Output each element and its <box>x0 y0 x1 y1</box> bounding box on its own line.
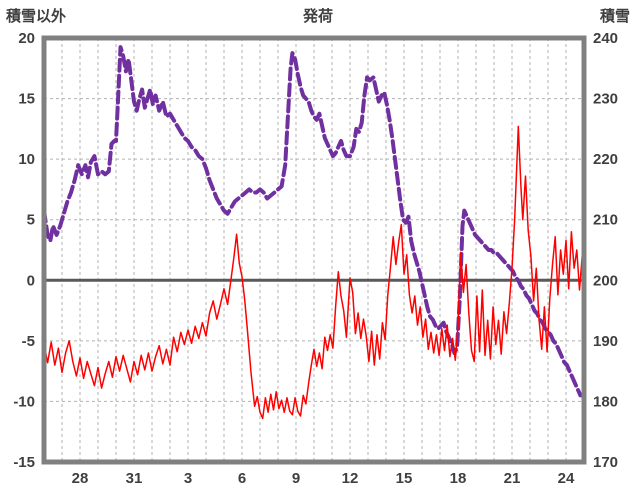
left-axis-tick-label: 10 <box>18 151 35 168</box>
x-axis-tick-label: 24 <box>558 470 575 487</box>
right-axis-tick-label: 230 <box>593 91 618 108</box>
right-axis-tick-label: 180 <box>593 393 618 410</box>
x-axis-tick-label: 12 <box>342 470 359 487</box>
left-axis-tick-label: 15 <box>18 91 35 108</box>
x-axis-tick-label: 18 <box>450 470 467 487</box>
x-axis-tick-label: 31 <box>126 470 143 487</box>
x-axis-tick-label: 6 <box>238 470 246 487</box>
x-axis-tick-label: 28 <box>72 470 89 487</box>
x-axis-tick-label: 3 <box>184 470 192 487</box>
series-line-sekisetsu-igai <box>44 125 584 420</box>
series-line-sekisetsu <box>44 45 584 398</box>
x-axis-tick-label: 21 <box>504 470 521 487</box>
right-axis-title: 積雪 <box>599 8 630 25</box>
left-axis-tick-label: 5 <box>27 212 35 229</box>
left-axis-tick-label: -10 <box>13 393 35 410</box>
left-axis-title: 積雪以外 <box>6 8 67 25</box>
left-axis-tick-label: 20 <box>18 30 35 47</box>
right-axis-tick-label: 190 <box>593 333 618 350</box>
x-axis-tick-label: 9 <box>292 470 300 487</box>
right-axis-tick-label: 220 <box>593 151 618 168</box>
plot-frame <box>41 35 587 465</box>
right-axis-tick-label: 240 <box>593 30 618 47</box>
left-axis-tick-label: 0 <box>27 272 35 289</box>
right-axis-tick-label: 210 <box>593 212 618 229</box>
x-axis-tick-label: 15 <box>396 470 413 487</box>
chart-title: 発荷 <box>302 8 333 25</box>
right-axis-tick-label: 200 <box>593 272 618 289</box>
left-axis-tick-label: -15 <box>13 454 35 471</box>
left-axis-tick-label: -5 <box>22 333 35 350</box>
right-axis-tick-label: 170 <box>593 454 618 471</box>
